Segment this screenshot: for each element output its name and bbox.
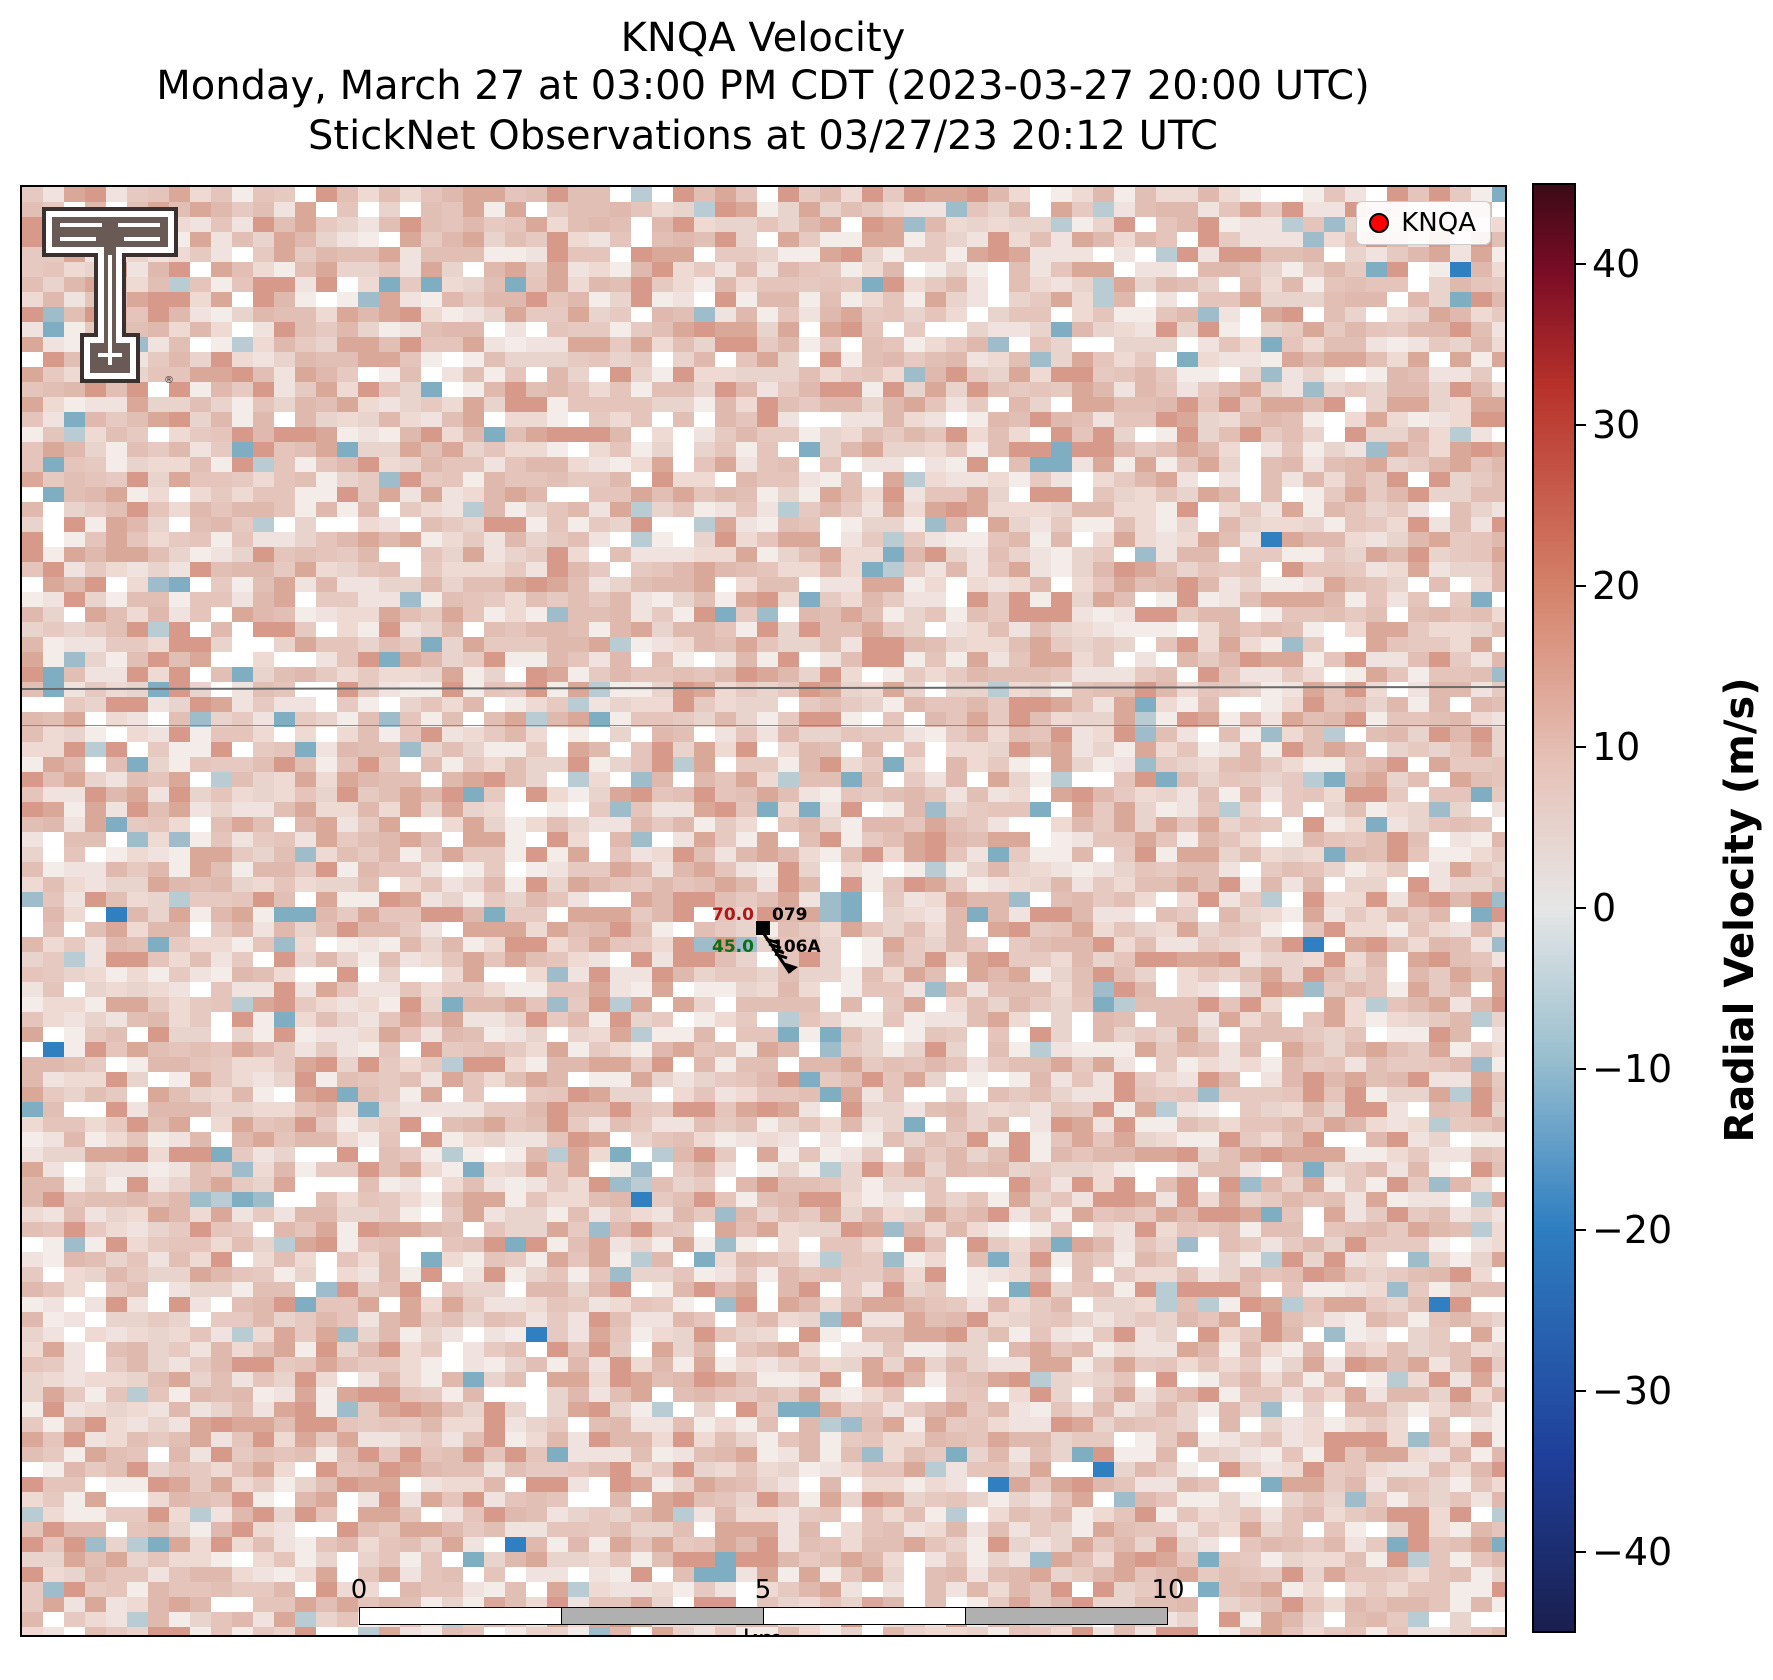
- colorbar-tick: [1576, 1068, 1586, 1071]
- colorbar-tick: [1576, 745, 1586, 748]
- scale-segment: [763, 1607, 966, 1625]
- station-temperature: 70.0: [712, 905, 754, 925]
- title-line-2: Monday, March 27 at 03:00 PM CDT (2023-0…: [156, 63, 1370, 109]
- station-dewpoint: 45.0: [712, 937, 754, 957]
- scale-segment: [561, 1607, 764, 1625]
- colorbar-tick-label: 20: [1592, 563, 1641, 608]
- colorbar-tick: [1576, 1551, 1586, 1554]
- colorbar-tick-label: −30: [1592, 1369, 1673, 1414]
- scale-label-5: 5: [754, 1575, 772, 1605]
- colorbar-tick: [1576, 423, 1586, 426]
- title-line-3: StickNet Observations at 03/27/23 20:12 …: [308, 113, 1218, 159]
- colorbar-tick-label: 10: [1592, 724, 1641, 769]
- colorbar-tick-label: 30: [1592, 402, 1641, 447]
- colorbar-title: Radial Velocity (m/s): [1717, 677, 1763, 1143]
- scale-label-0: 0: [350, 1575, 368, 1605]
- scale-segment: [359, 1607, 562, 1625]
- colorbar-tick: [1576, 907, 1586, 909]
- colorbar-tick: [1576, 262, 1586, 265]
- scale-segment: [965, 1607, 1168, 1625]
- colorbar-tick-label: 0: [1592, 886, 1617, 930]
- map-legend: KNQA: [1356, 201, 1491, 245]
- texas-tech-double-t-logo: ®: [42, 207, 178, 386]
- boundary-line-thin: [22, 725, 1505, 726]
- station-pressure: 079: [772, 905, 808, 925]
- radar-site-marker-icon: [1369, 213, 1390, 233]
- velocity-map[interactable]: ® KNQA 70.0 079 45.0 106A 0 5 10 km: [20, 185, 1507, 1637]
- title-line-1: KNQA Velocity: [620, 15, 906, 61]
- scale-unit: km: [743, 1625, 783, 1635]
- colorbar-tick-label: 40: [1592, 241, 1641, 286]
- velocity-field: [22, 187, 1505, 1635]
- colorbar-tick-label: −10: [1592, 1047, 1673, 1092]
- station-marker-icon: [756, 921, 770, 935]
- colorbar-tick: [1576, 1390, 1586, 1393]
- velocity-colorbar: [1532, 183, 1576, 1633]
- legend-label: KNQA: [1401, 208, 1476, 238]
- colorbar-tick: [1576, 1229, 1586, 1232]
- colorbar-tick-label: −40: [1592, 1530, 1673, 1575]
- wind-barb-icon: [760, 930, 798, 974]
- scale-label-10: 10: [1151, 1575, 1185, 1605]
- colorbar-tick: [1576, 584, 1586, 587]
- colorbar-tick-label: −20: [1592, 1208, 1673, 1253]
